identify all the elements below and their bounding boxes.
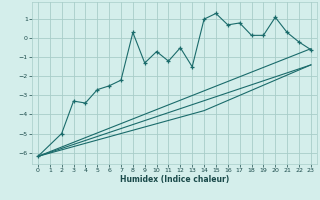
X-axis label: Humidex (Indice chaleur): Humidex (Indice chaleur) [120, 175, 229, 184]
